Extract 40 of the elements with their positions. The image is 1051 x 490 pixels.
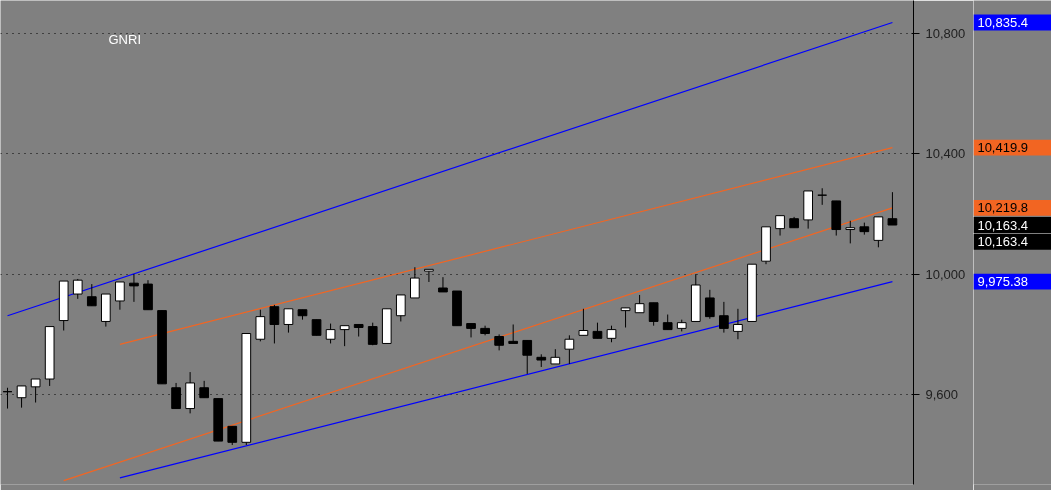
candlestick	[283, 308, 294, 334]
text: 10,163.4	[977, 234, 1029, 250]
candlestick	[424, 268, 434, 283]
candlestick	[466, 323, 476, 338]
candlestick	[620, 307, 631, 328]
candlestick	[325, 323, 336, 344]
text: 10,419.9	[977, 140, 1029, 156]
candlestick	[72, 278, 83, 300]
candlestick	[86, 283, 97, 307]
text: 10,163.4	[977, 217, 1029, 233]
candlestick	[129, 273, 139, 303]
candlestick	[775, 215, 785, 237]
text: 9,975.38	[977, 274, 1029, 290]
candlestick	[873, 216, 884, 248]
candlestick	[255, 309, 266, 342]
candlestick	[733, 308, 743, 340]
text: 10,219.8	[977, 200, 1029, 216]
candlestick	[564, 334, 575, 365]
candlestick	[115, 281, 125, 311]
candlestick	[339, 325, 350, 347]
y-tick-label: 9,600	[925, 387, 959, 403]
candlestick	[704, 289, 715, 320]
candlestick	[648, 302, 659, 327]
y-tick-label: 10,800	[925, 25, 966, 41]
y-tick-label: 10,400	[925, 146, 966, 162]
candlestick	[410, 266, 420, 299]
candlestick	[845, 220, 856, 244]
candlestick	[887, 191, 898, 226]
candlestick	[16, 385, 27, 409]
text: GNRI	[108, 31, 141, 47]
candlestick	[719, 301, 729, 334]
candlestick	[227, 425, 238, 446]
candlestick	[578, 308, 589, 336]
candlestick	[395, 294, 406, 322]
candlestick	[438, 276, 448, 293]
text: 10,835.4	[977, 15, 1029, 30]
candlestick	[508, 323, 519, 344]
candlestick	[522, 339, 533, 375]
candlestick	[269, 304, 280, 344]
y-tick-label: 10,000	[925, 266, 966, 282]
